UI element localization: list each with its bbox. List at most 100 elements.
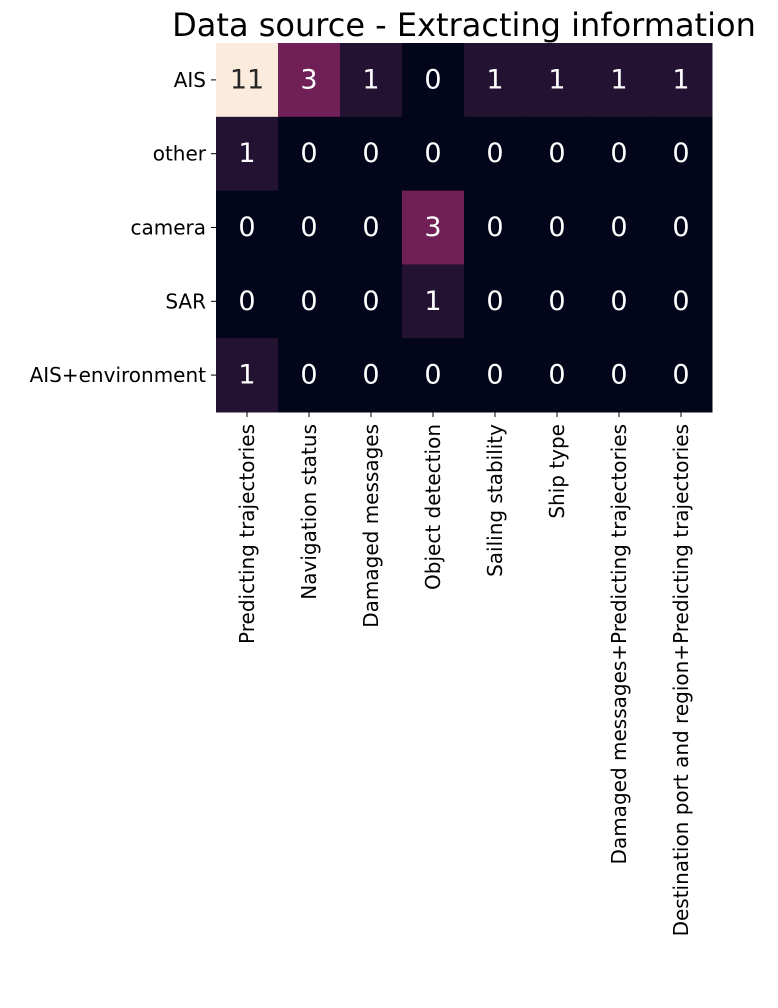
cell-value-label: 0 [362,360,379,391]
cell-value-label: 1 [238,138,255,169]
heatmap-cell [526,190,589,265]
cell-value-label: 1 [610,64,627,95]
x-axis: Predicting trajectories Navigation status… [235,412,693,936]
cell-value-label: 0 [300,212,317,243]
heatmap-cell [464,116,527,192]
heatmap-cell [588,116,651,192]
heatmap-cell [526,338,589,413]
cell-value-label: 0 [486,286,503,317]
x-tick-label: Sailing stability [483,424,507,577]
heatmap-cell [464,190,527,265]
cell-value-label: 3 [424,212,441,243]
cell-value-label: 1 [486,64,503,95]
cell-value-label: 3 [300,64,317,95]
cell-value-label: 0 [672,286,689,317]
heatmap-cell [402,264,465,339]
heatmap-cell [340,190,403,265]
cell-value-label: 0 [610,286,627,317]
heatmap-cell [340,43,403,118]
heatmap-cell [278,43,341,118]
cell-value-label: 1 [238,360,255,391]
cell-value-label: 0 [424,138,441,169]
heatmap-cell [650,43,713,118]
x-tick-label: Navigation status [297,424,321,600]
heatmap-cell [650,116,713,192]
cell-value-label: 0 [238,286,255,317]
cell-value-label: 0 [610,138,627,169]
heatmap-cell [588,264,651,339]
heatmap-cell [278,190,341,265]
heatmap-cell [464,264,527,339]
heatmap-cell [216,264,279,339]
heatmap-cells [216,43,713,413]
cell-value-label: 0 [362,212,379,243]
cell-value-label: 1 [362,64,379,95]
heatmap-cell [464,338,527,413]
cell-value-label: 1 [548,64,565,95]
cell-value-label: 0 [486,360,503,391]
heatmap-cell [278,116,341,192]
cell-value-label: 0 [424,64,441,95]
x-tick-label: Predicting trajectories [235,424,259,644]
cell-value-label: 0 [548,286,565,317]
cell-value-label: 0 [548,360,565,391]
x-tick-label: Destination port and region+Predicting t… [669,424,693,936]
heatmap-cell [340,116,403,192]
heatmap-cell [526,264,589,339]
x-tick-label: Damaged messages [359,424,383,628]
cell-value-label: 0 [486,212,503,243]
cell-value-label: 0 [362,138,379,169]
y-tick-label: AIS+environment [30,363,207,387]
cell-value-label: 0 [548,212,565,243]
cell-value-label: 0 [548,138,565,169]
heatmap-cell [464,43,527,118]
heatmap-cell [402,116,465,192]
cell-value-label: 11 [230,64,264,95]
cell-value-label: 0 [362,286,379,317]
y-tick-label: other [153,142,207,166]
y-tick-label: AIS [174,68,206,92]
y-axis: AIS other camera SAR AIS+environment [30,68,216,387]
heatmap-cell [402,43,465,118]
cell-value-label: 0 [610,360,627,391]
cell-value-label: 0 [672,360,689,391]
chart-title: Data source - Extracting information [172,6,756,44]
cell-value-label: 0 [238,212,255,243]
cell-value-label: 0 [300,138,317,169]
heatmap-cell [216,190,279,265]
cell-value-label: 0 [610,212,627,243]
heatmap-cell [216,43,279,118]
cell-value-label: 1 [424,286,441,317]
heatmap-cell [216,116,279,192]
cell-value-label: 0 [672,212,689,243]
heatmap-cell [650,338,713,413]
heatmap-cell [650,190,713,265]
cell-value-label: 0 [300,286,317,317]
cell-value-label: 0 [486,138,503,169]
heatmap-cell [588,43,651,118]
x-tick-label: Object detection [421,424,445,590]
heatmap-cell [340,264,403,339]
cell-value-label: 0 [424,360,441,391]
heatmap-cell [588,190,651,265]
y-tick-label: SAR [165,289,206,313]
heatmap-cell [650,264,713,339]
heatmap-cell [526,116,589,192]
x-tick-label: Damaged messages+Predicting trajectories [607,424,631,864]
heatmap-cell [278,338,341,413]
heatmap-cell [278,264,341,339]
heatmap-cell [216,338,279,413]
heatmap-cell [340,338,403,413]
heatmap-cell [588,338,651,413]
x-tick-label: Ship type [545,424,569,519]
cell-value-label: 0 [300,360,317,391]
cell-value-label: 0 [672,138,689,169]
cell-value-label: 1 [672,64,689,95]
heatmap-annotations: 11 3 1 0 1 1 1 11 0 0 0 0 0 0 00 0 0 3 0 0 0 00 0 0 1 0 0 0 01 0 0 0 0 0 0… [230,64,690,390]
heatmap-cell [526,43,589,118]
y-tick-label: camera [130,216,206,240]
heatmap-cell [402,190,465,265]
heatmap-cell [402,338,465,413]
